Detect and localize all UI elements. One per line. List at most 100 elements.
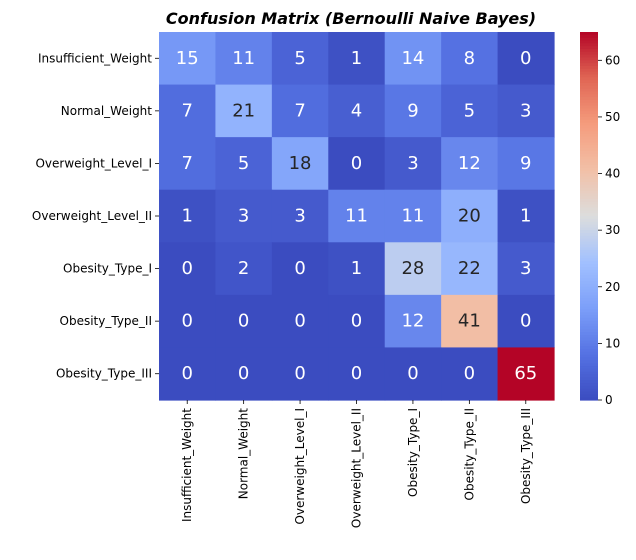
colorbar-strip: [580, 334, 598, 339]
colorbar-tick-label: 30: [605, 223, 620, 237]
heatmap-cell: [384, 242, 442, 296]
colorbar-strip: [580, 122, 598, 127]
colorbar-strip: [580, 326, 598, 330]
colorbar-strip: [580, 105, 598, 110]
colorbar-strip: [580, 54, 598, 59]
colorbar-strip: [580, 337, 598, 342]
colorbar-strip: [580, 82, 598, 87]
colorbar-strip: [580, 238, 598, 243]
cell-value-label: 3: [520, 100, 531, 121]
heatmap-cell: [215, 32, 273, 86]
heatmap-cell: [159, 84, 217, 138]
cell-value-label: 0: [520, 48, 531, 69]
cell-value-label: 11: [232, 48, 255, 69]
heatmap-cell: [328, 347, 386, 401]
heatmap-cell: [271, 347, 329, 401]
heatmap-cell: [271, 32, 329, 86]
heatmap-cell: [441, 189, 499, 243]
cell-value-label: 1: [351, 48, 362, 69]
heatmap-cell: [215, 347, 273, 401]
colorbar-strip: [580, 32, 598, 36]
colorbar-strip: [580, 292, 598, 296]
colorbar-strip: [580, 196, 598, 200]
heatmap-cell: [328, 84, 386, 138]
cell-value-labels: 15 11 5 1 14 8 07 21 7 4 9 5 37 5 18 0 3 12 91 3 3 11 11 20 10 2 0…: [176, 48, 537, 384]
colorbar-strip: [580, 125, 598, 129]
colorbar-strip: [580, 332, 598, 336]
colorbar-strip: [580, 303, 598, 308]
colorbar-strip: [580, 43, 598, 47]
colorbar-strip: [580, 360, 598, 364]
cell-value-label: 0: [181, 311, 192, 332]
colorbar-strip: [580, 80, 598, 84]
cell-value-label: 0: [351, 363, 362, 384]
colorbar-strip: [580, 128, 598, 132]
y-tick-label: Obesity_Type_I: [63, 262, 152, 276]
cell-value-label: 41: [458, 311, 481, 332]
x-tick-label: Obesity_Type_III: [519, 408, 533, 504]
cell-value-label: 12: [401, 311, 424, 332]
x-tick-label: Insufficient_Weight: [180, 408, 194, 522]
heatmap-cell: [497, 347, 555, 401]
colorbar-strip: [580, 142, 598, 146]
colorbar-strip: [580, 173, 598, 177]
cell-value-label: 12: [458, 153, 481, 174]
colorbar-strip: [580, 51, 598, 56]
colorbar-strip: [580, 383, 598, 387]
cell-value-label: 0: [407, 363, 418, 384]
heatmap-cell: [384, 294, 442, 349]
cell-value-label: 3: [520, 258, 531, 279]
colorbar: 0 10 20 30 40 50 60: [580, 32, 620, 407]
colorbar-strip: [580, 312, 598, 316]
colorbar-strip: [580, 315, 598, 319]
colorbar-strip: [580, 363, 598, 367]
colorbar-strip: [580, 278, 598, 282]
colorbar-strip: [580, 252, 598, 257]
colorbar-strip: [580, 40, 598, 44]
colorbar-strip: [580, 210, 598, 214]
colorbar-strip: [580, 77, 598, 81]
colorbar-strip: [580, 179, 598, 183]
heatmap-cell: [441, 294, 499, 349]
heatmap-cell: [384, 189, 442, 243]
colorbar-strip: [580, 391, 598, 395]
colorbar-strip: [580, 165, 598, 169]
heatmap-cell: [271, 242, 329, 296]
colorbar-strip: [580, 97, 598, 101]
heatmap-cell: [441, 137, 499, 191]
colorbar-strip: [580, 111, 598, 115]
colorbar-strip: [580, 201, 598, 206]
heatmap-cell: [497, 84, 555, 138]
heatmap-cells: [159, 32, 555, 401]
colorbar-strip: [580, 394, 598, 398]
colorbar-strip: [580, 213, 598, 217]
heatmap-cell: [215, 242, 273, 296]
x-tick-label: Obesity_Type_II: [462, 408, 476, 500]
chart-title: Confusion Matrix (Bernoulli Naive Bayes): [166, 9, 536, 28]
heatmap-cell: [384, 137, 442, 191]
colorbar-strip: [580, 99, 598, 104]
colorbar-strip: [580, 218, 598, 223]
colorbar-strip: [580, 357, 598, 361]
colorbar-strip: [580, 46, 598, 50]
x-tick-label: Normal_Weight: [237, 408, 251, 500]
heatmap-cell: [271, 137, 329, 191]
colorbar-strip: [580, 159, 598, 163]
colorbar-strip: [580, 323, 598, 327]
colorbar-strip: [580, 346, 598, 350]
colorbar-strip: [580, 235, 598, 240]
cell-value-label: 5: [294, 48, 305, 69]
cell-value-label: 21: [232, 100, 255, 121]
cell-value-label: 22: [458, 258, 481, 279]
heatmap-cell: [441, 242, 499, 296]
heatmap-cell: [271, 294, 329, 349]
colorbar-tick-label: 60: [605, 53, 620, 67]
colorbar-strip: [580, 204, 598, 209]
colorbar-strip: [580, 281, 598, 285]
colorbar-strip: [580, 230, 598, 234]
y-tick-label: Insufficient_Weight: [38, 51, 152, 65]
y-tick-label: Normal_Weight: [61, 104, 153, 118]
colorbar-strip: [580, 131, 598, 135]
colorbar-strip: [580, 244, 598, 248]
colorbar-strip: [580, 68, 598, 73]
